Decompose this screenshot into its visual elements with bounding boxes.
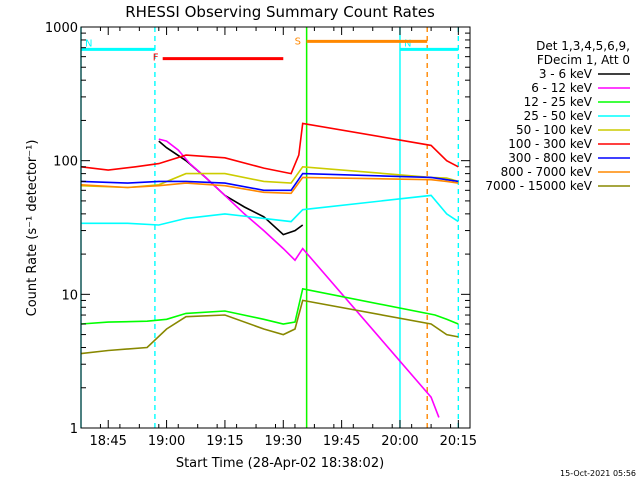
series-line-7000-15000-kev-0 [80, 299, 459, 355]
series-line-100-300-kev-0 [80, 122, 459, 175]
legend-header-line-2: FDecim 1, Att 0 [537, 53, 630, 67]
x-tick-label: 19:45 [323, 434, 360, 449]
series-line-12-25-kev-0 [80, 287, 459, 325]
legend-label-6-12-kev: 6 - 12 keV [531, 81, 593, 95]
chart-title: RHESSI Observing Summary Count Rates [125, 3, 435, 21]
legend-label-12-25-kev: 12 - 25 keV [524, 95, 593, 109]
x-tick-label: 19:15 [206, 434, 243, 449]
series-line-800-7000-kev-0 [80, 176, 459, 195]
y-tick-label: 100 [53, 155, 78, 170]
legend-label-800-7000-kev: 800 - 7000 keV [501, 165, 593, 179]
x-tick-label: 19:30 [265, 434, 302, 449]
flag-label-s: S [295, 36, 301, 47]
legend-label-100-300-kev: 100 - 300 keV [508, 137, 592, 151]
legend-label-3-6-kev: 3 - 6 keV [539, 67, 593, 81]
legend: Det 1,3,4,5,6,9, FDecim 1, Att 0 3 - 6 k… [485, 39, 630, 193]
series-line-25-50-kev-0 [81, 194, 459, 226]
y-tick-label: 10 [61, 288, 78, 303]
flag-label-n: N [404, 38, 411, 49]
legend-label-7000-15000-kev: 7000 - 15000 keV [485, 179, 592, 193]
x-tick-label: 20:15 [440, 434, 477, 449]
generation-timestamp: 15-Oct-2021 05:56 [560, 469, 636, 478]
legend-header-line-1: Det 1,3,4,5,6,9, [536, 39, 630, 53]
series-line-6-12-kev-0 [158, 138, 440, 418]
x-axis-label: Start Time (28-Apr-02 18:38:02) [176, 456, 384, 471]
x-tick-label: 18:45 [89, 434, 126, 449]
y-tick-label: 1000 [45, 21, 78, 36]
x-tick-label: 19:00 [148, 434, 185, 449]
flag-label-f: F [153, 53, 159, 64]
legend-label-300-800-kev: 300 - 800 keV [508, 151, 592, 165]
flag-bars: F N N S [81, 36, 459, 64]
series-line-3-6-kev-0 [158, 140, 304, 236]
legend-label-50-100-kev: 50 - 100 keV [516, 123, 593, 137]
series-line-300-800-kev-0 [80, 172, 459, 192]
flag-label-n: N [85, 38, 92, 49]
series-lines [80, 122, 459, 418]
y-axis-label: Count Rate (s⁻¹ detector⁻¹) [25, 140, 40, 317]
legend-label-25-50-kev: 25 - 50 keV [524, 109, 593, 123]
y-tick-label: 1 [70, 422, 78, 437]
x-tick-label: 20:00 [381, 434, 418, 449]
axis-ticks: 18:45 19:00 19:15 19:30 19:45 20:00 20:15 1 10 10… [45, 21, 477, 449]
